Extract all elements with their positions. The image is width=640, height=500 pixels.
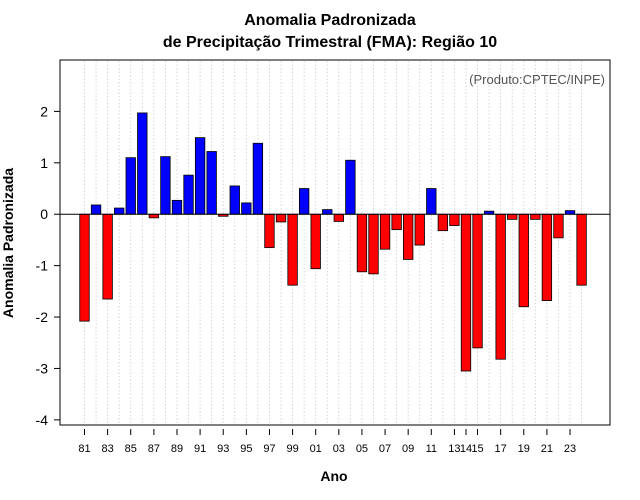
bar-95 <box>241 202 252 215</box>
y-tick-label: 1 <box>40 155 48 171</box>
bar-08 <box>391 213 402 231</box>
x-tick-label: 91 <box>194 443 206 455</box>
bar-84 <box>114 207 125 215</box>
bar-92 <box>206 151 217 215</box>
bar-14 <box>460 213 472 372</box>
bar-11 <box>426 188 437 215</box>
chart-title-line2: de Precipitação Trimestral (FMA): Região… <box>163 34 497 51</box>
bar-81 <box>79 213 90 322</box>
x-tick-label: 07 <box>379 443 391 455</box>
bar-17 <box>495 213 506 360</box>
x-tick-label: 93 <box>217 443 229 455</box>
bar-99 <box>287 213 298 286</box>
x-tick-label: 19 <box>518 443 530 455</box>
x-tick-label: 23 <box>564 443 576 455</box>
bar-15 <box>472 213 483 349</box>
bar-22 <box>553 213 564 239</box>
bar-23 <box>564 210 576 215</box>
x-tick-label: 13 <box>448 443 460 455</box>
bar-82 <box>90 204 102 215</box>
bar-13 <box>449 213 460 226</box>
y-tick-label: 0 <box>40 206 48 222</box>
bar-87 <box>148 213 160 219</box>
x-tick-label: 81 <box>78 443 90 455</box>
x-tick-label: 21 <box>541 443 553 455</box>
x-tick-label: 03 <box>333 443 345 455</box>
bar-85 <box>125 157 136 215</box>
grid-lines <box>84 61 582 424</box>
bar-88 <box>160 156 171 215</box>
x-tick-label: 85 <box>125 443 137 455</box>
x-tick-label: 17 <box>495 443 507 455</box>
bar-89 <box>171 199 183 215</box>
bars <box>79 112 587 372</box>
bar-86 <box>137 112 148 215</box>
bar-97 <box>264 213 275 249</box>
bar-04 <box>345 159 356 215</box>
credit-label: (Produto:CPTEC/INPE) <box>469 72 605 87</box>
bar-02 <box>322 209 333 215</box>
x-tick-label: 87 <box>148 443 160 455</box>
y-tick-label: -2 <box>36 309 49 325</box>
x-tick-label: 97 <box>263 443 275 455</box>
x-tick-label: 01 <box>310 443 322 455</box>
bar-96 <box>252 142 264 215</box>
plot-frame <box>59 59 611 426</box>
bar-98 <box>275 213 287 223</box>
chart-title-line1: Anomalia Padronizada <box>244 12 416 29</box>
y-axis: 2 1 0 -1 -2 -3 -4 <box>36 103 60 428</box>
x-tick-label: 95 <box>240 443 252 455</box>
bar-12 <box>437 213 449 232</box>
y-tick-label: 2 <box>40 103 48 119</box>
x-tick-label: 09 <box>402 443 414 455</box>
x-axis-label: Ano <box>320 468 347 484</box>
y-tick-label: -1 <box>36 258 49 274</box>
x-tick-label: 11 <box>426 443 437 455</box>
bar-83 <box>102 213 113 300</box>
x-tick-label: 14 <box>460 443 472 455</box>
x-tick-label: 99 <box>286 443 298 455</box>
bar-21 <box>541 213 553 301</box>
bar-20 <box>530 213 541 220</box>
y-axis-label: Anomalia Padronizada <box>0 168 16 318</box>
bar-06 <box>368 213 379 275</box>
bar-03 <box>333 213 344 222</box>
bar-10 <box>414 213 425 246</box>
x-tick-label: 15 <box>471 443 483 455</box>
bar-05 <box>356 213 368 273</box>
bar-01 <box>310 213 321 270</box>
bar-18 <box>507 213 518 220</box>
bar-94 <box>229 185 240 215</box>
bar-90 <box>183 174 194 215</box>
bar-09 <box>403 213 414 260</box>
bar-91 <box>194 137 206 215</box>
bar-19 <box>518 213 529 308</box>
bar-07 <box>379 213 391 250</box>
bar-00 <box>298 188 310 215</box>
y-tick-label: -4 <box>36 412 49 428</box>
x-tick-label: 83 <box>101 443 113 455</box>
x-tick-label: 05 <box>356 443 368 455</box>
y-tick-label: -3 <box>36 360 49 376</box>
bar-24 <box>576 213 587 286</box>
x-axis: 81 83 85 87 89 91 93 95 97 99 01 03 05 07 09 11 13 14 15 17… <box>78 429 576 455</box>
x-tick-label: 89 <box>171 443 183 455</box>
